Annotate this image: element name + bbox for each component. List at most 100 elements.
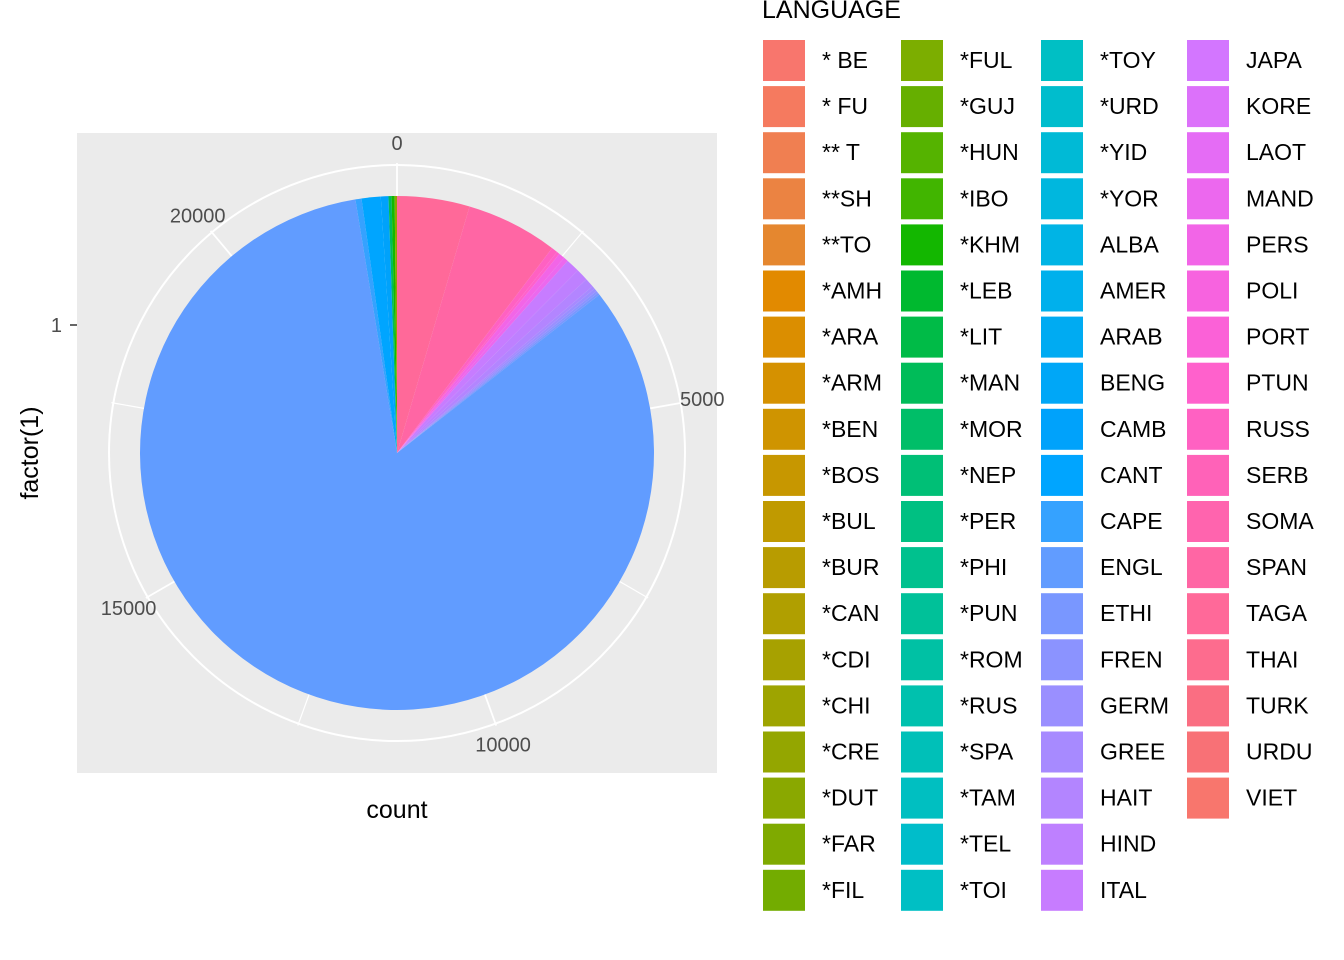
- legend-key: [763, 224, 805, 266]
- legend-key: [763, 639, 805, 681]
- legend-label: *IBO: [960, 185, 1009, 211]
- legend-label: *FIL: [822, 877, 864, 903]
- legend-key: [1187, 777, 1229, 819]
- legend-label: FREN: [1100, 646, 1163, 672]
- legend-label: CAMB: [1100, 416, 1166, 442]
- legend-key: [1187, 454, 1229, 496]
- legend-key: [1187, 86, 1229, 128]
- legend-key: [763, 823, 805, 865]
- legend-key: [1041, 316, 1083, 358]
- legend-label: *YID: [1100, 139, 1147, 165]
- legend-key: [1187, 685, 1229, 727]
- legend-label: *PER: [960, 508, 1016, 534]
- legend-label: SERB: [1246, 462, 1309, 488]
- legend-key: [901, 823, 943, 865]
- legend-label: *KHM: [960, 231, 1020, 257]
- legend-key: [1187, 362, 1229, 404]
- slice-ital: [397, 260, 578, 453]
- legend-key: [763, 547, 805, 589]
- legend-label: AMER: [1100, 278, 1166, 304]
- legend-label: *BUR: [822, 554, 880, 580]
- legend-label: ** T: [822, 139, 860, 165]
- angle-tick-label: 0: [391, 133, 402, 155]
- slice-dut: [394, 196, 397, 453]
- legend-key: [901, 86, 943, 128]
- slice-hind: [397, 270, 587, 453]
- legend-key: [901, 40, 943, 81]
- legend-label: *ARM: [822, 370, 882, 396]
- legend-label: PTUN: [1246, 370, 1309, 396]
- legend-key: [901, 777, 943, 819]
- slice-russ: [397, 248, 557, 453]
- legend-key: [901, 593, 943, 635]
- legend-key: [1187, 224, 1229, 266]
- slice-germ: [397, 288, 597, 453]
- legend-key: [763, 685, 805, 727]
- legend-label: *CDI: [822, 646, 871, 672]
- legend-key: [763, 454, 805, 496]
- legend-label: KORE: [1246, 93, 1311, 119]
- legend-key: [763, 86, 805, 128]
- legend-key: [1041, 270, 1083, 312]
- legend-label: *CAN: [822, 600, 880, 626]
- legend-key: [901, 454, 943, 496]
- legend-label: GREE: [1100, 739, 1165, 765]
- legend-key: [901, 501, 943, 542]
- legend-label: ALBA: [1100, 231, 1159, 257]
- legend-key: [1041, 454, 1083, 496]
- legend-label: *TOI: [960, 877, 1007, 903]
- legend-label: *LEB: [960, 278, 1012, 304]
- legend-label: ENGL: [1100, 554, 1163, 580]
- legend-key: [763, 408, 805, 450]
- legend-key: [901, 224, 943, 266]
- legend-key: [1187, 408, 1229, 450]
- legend-label: **TO: [822, 231, 871, 257]
- legend-label: PERS: [1246, 231, 1309, 257]
- legend-label: *TAM: [960, 785, 1016, 811]
- legend-key: [1041, 593, 1083, 635]
- legend-key: [763, 316, 805, 358]
- legend-label: GERM: [1100, 692, 1169, 718]
- legend-label: * FU: [822, 93, 868, 119]
- slice-cant: [361, 196, 397, 453]
- legend-label: *PUN: [960, 600, 1018, 626]
- legend-label: * BE: [822, 47, 868, 73]
- legend-key: [1041, 501, 1083, 542]
- legend-label: PORT: [1246, 324, 1309, 350]
- legend-label: *CHI: [822, 692, 871, 718]
- legend-label: HAIT: [1100, 785, 1152, 811]
- legend-key: [1187, 501, 1229, 542]
- legend-key: [1187, 178, 1229, 220]
- legend-key: [1187, 731, 1229, 773]
- legend-label: *SPA: [960, 739, 1014, 765]
- legend-label: *CRE: [822, 739, 880, 765]
- legend-label: ARAB: [1100, 324, 1163, 350]
- legend-label: URDU: [1246, 739, 1312, 765]
- legend-key: [763, 501, 805, 542]
- legend-label: *ARA: [822, 324, 879, 350]
- legend-key: [901, 362, 943, 404]
- slice-gree: [397, 286, 595, 453]
- legend-label: *TOY: [1100, 47, 1156, 73]
- legend-key: [901, 685, 943, 727]
- legend-label: *DUT: [822, 785, 878, 811]
- legend-key: [1187, 40, 1229, 81]
- legend-label: THAI: [1246, 646, 1298, 672]
- legend-key: [901, 731, 943, 773]
- legend-label: *BUL: [822, 508, 876, 534]
- legend-label: HIND: [1100, 831, 1156, 857]
- legend-label: SOMA: [1246, 508, 1314, 534]
- angle-tick-label: 15000: [101, 598, 157, 620]
- legend-key: [901, 408, 943, 450]
- legend-label: *ROM: [960, 646, 1023, 672]
- legend-key: [1187, 132, 1229, 174]
- legend-key: [1041, 731, 1083, 773]
- legend-label: *PHI: [960, 554, 1007, 580]
- legend-key: [763, 731, 805, 773]
- legend-key: [901, 639, 943, 681]
- legend-key: [901, 869, 943, 911]
- y-axis-title: factor(1): [16, 406, 44, 499]
- legend-label: *RUS: [960, 692, 1018, 718]
- legend-key: [901, 547, 943, 589]
- slice-hait: [397, 279, 593, 453]
